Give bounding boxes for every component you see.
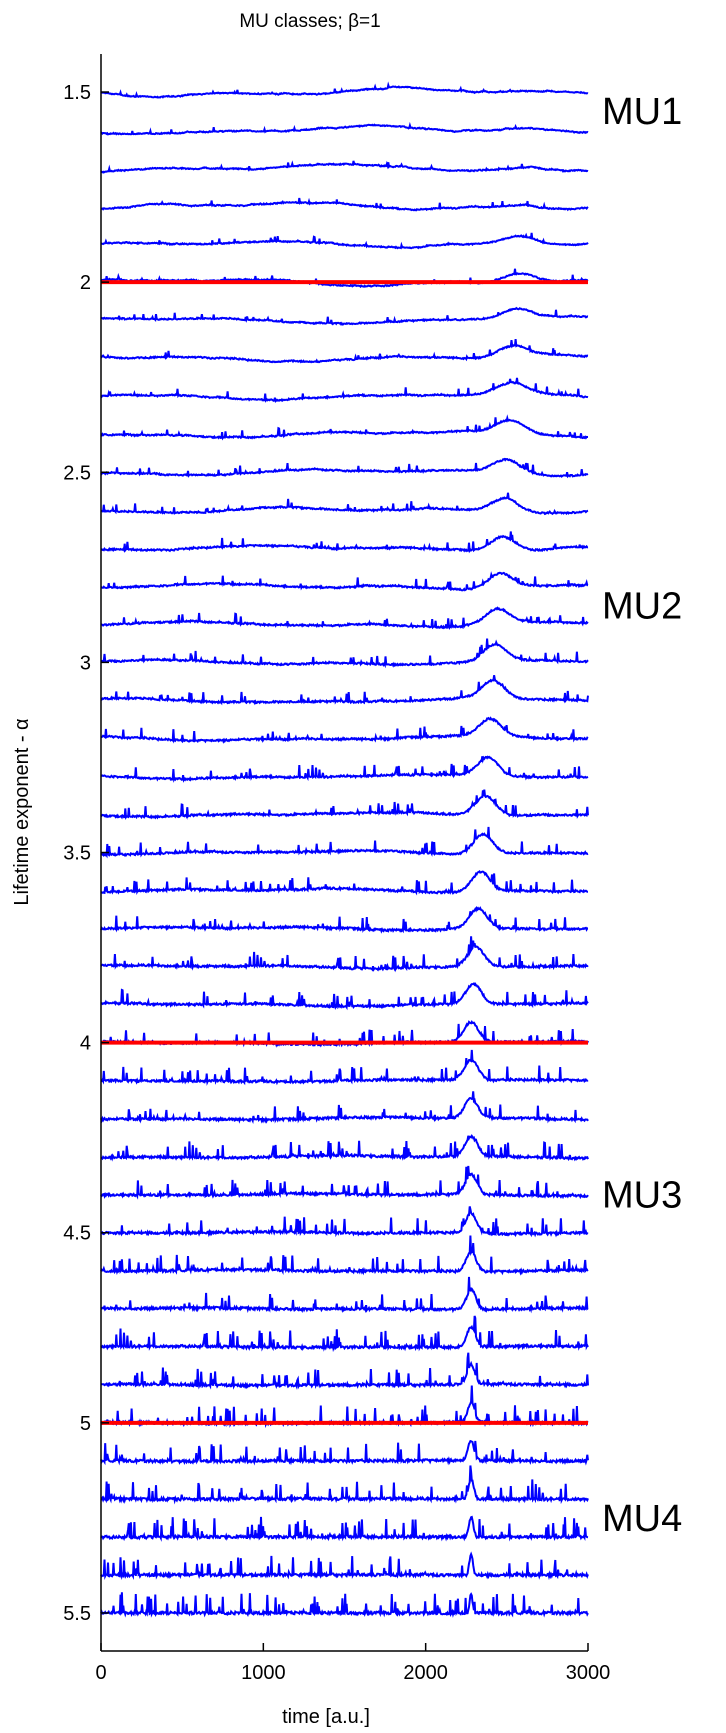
y-axis-title: Lifetime exponent - α xyxy=(11,718,33,905)
class-label: MU2 xyxy=(602,585,682,627)
class-label: MU1 xyxy=(602,91,682,133)
x-tick-label: 1000 xyxy=(241,1662,286,1684)
trace-line xyxy=(100,1235,589,1276)
x-tick-label: 2000 xyxy=(403,1662,448,1684)
trace-line xyxy=(100,1385,589,1429)
trace-line xyxy=(100,981,589,1011)
trace-line xyxy=(100,1315,589,1353)
trace-line xyxy=(100,675,589,706)
trace-line xyxy=(100,306,589,326)
trace-line xyxy=(100,1551,589,1581)
trace-line xyxy=(100,121,589,136)
y-tick-label: 2 xyxy=(80,272,91,294)
y-tick-label: 4.5 xyxy=(63,1223,91,1245)
trace-line xyxy=(100,1352,589,1390)
trace-line xyxy=(100,1206,589,1238)
trace-line xyxy=(100,571,589,592)
trace-line xyxy=(100,1465,589,1505)
trace-line xyxy=(100,789,589,821)
x-tick-label: 0 xyxy=(95,1662,106,1684)
class-labels-group: MU1 MU2 MU3 MU4 xyxy=(602,91,682,1540)
trace-line xyxy=(100,377,589,404)
y-tick-label: 5.5 xyxy=(63,1603,91,1625)
trace-line xyxy=(100,1276,589,1314)
y-tick-label: 3 xyxy=(80,652,91,674)
traces-group xyxy=(100,81,589,1618)
trace-line xyxy=(100,1515,589,1542)
class-label: MU3 xyxy=(602,1175,682,1217)
trace-line xyxy=(100,1439,589,1466)
trace-line xyxy=(100,531,589,554)
trace-line xyxy=(100,338,589,364)
trace-line xyxy=(100,826,589,859)
y-tick-label: 2.5 xyxy=(63,462,91,484)
trace-line xyxy=(101,716,589,744)
class-label: MU4 xyxy=(602,1498,682,1540)
trace-line xyxy=(100,1049,589,1086)
trace-line xyxy=(100,1165,589,1200)
trace-line xyxy=(100,606,589,630)
trace-line xyxy=(100,1592,589,1618)
trace-line xyxy=(100,755,589,783)
axes-group: 0 1000 2000 3000 1.5 2 2.5 3 3.5 4 4.5 5 5.5 xyxy=(63,54,610,1684)
trace-line xyxy=(100,414,588,441)
trace-line xyxy=(100,905,589,934)
boundary-lines-group xyxy=(101,280,588,1425)
y-tick-label: 4 xyxy=(80,1033,91,1055)
trace-line xyxy=(100,869,588,896)
x-axis-title: time [a.u.] xyxy=(282,1706,370,1728)
trace-line xyxy=(100,492,589,516)
trace-line xyxy=(100,638,589,669)
y-tick-label: 1.5 xyxy=(63,82,91,104)
y-tick-label: 3.5 xyxy=(63,843,91,865)
trace-line xyxy=(100,160,589,174)
chart-title: MU classes; β=1 xyxy=(239,11,380,32)
trace-line xyxy=(100,457,589,479)
trace-line xyxy=(101,197,589,212)
trace-line xyxy=(100,936,589,973)
trace-line xyxy=(100,232,589,250)
trace-line xyxy=(100,81,589,99)
trace-line xyxy=(100,1133,589,1162)
y-tick-label: 5 xyxy=(80,1413,91,1435)
x-tick-label: 3000 xyxy=(566,1662,611,1684)
trace-line xyxy=(100,1091,589,1124)
